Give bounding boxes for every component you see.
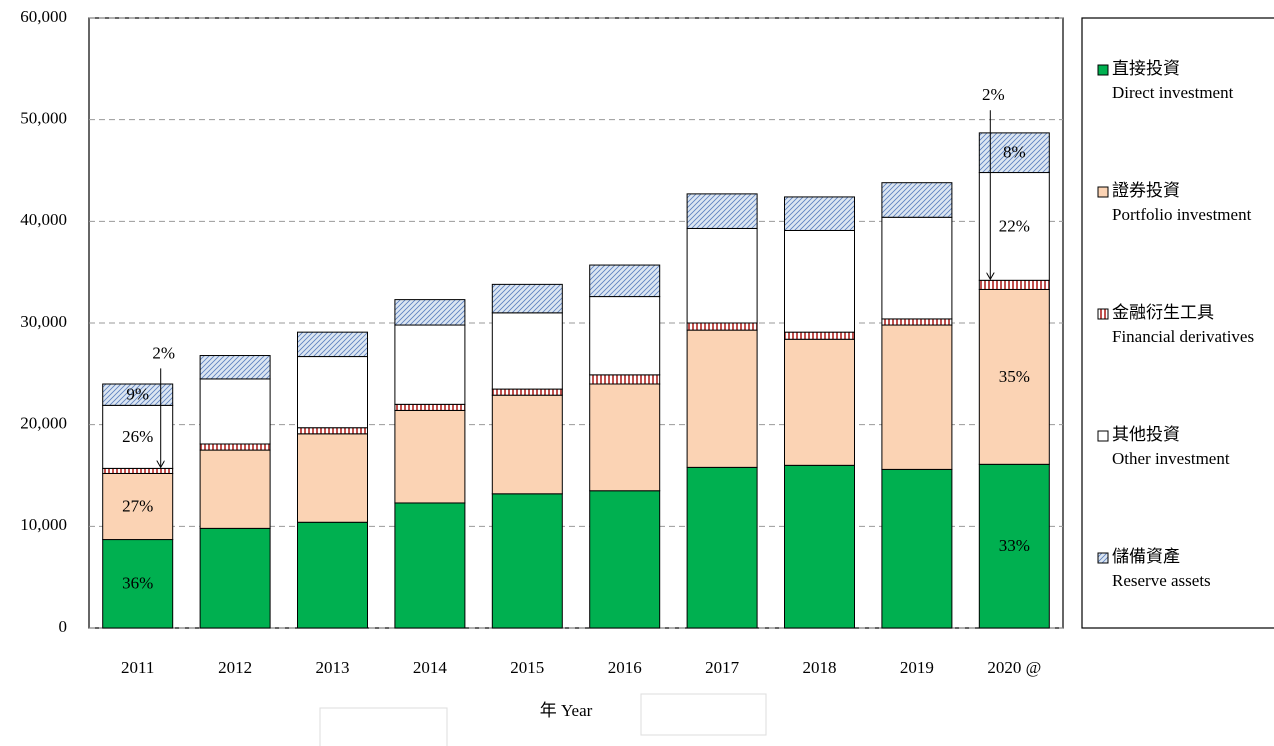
y-tick-label: 40,000 <box>20 210 67 229</box>
bar-segment <box>394 409 466 504</box>
legend-label: 金融衍生工具 <box>1112 303 1214 322</box>
bar-segment <box>784 196 855 231</box>
bar-segment <box>589 383 661 492</box>
bar-segment <box>686 322 758 331</box>
x-tick-label: 2015 <box>510 658 544 677</box>
bar-segment <box>978 172 1050 281</box>
bar-segment <box>102 472 174 541</box>
annotation: 27% <box>122 496 153 515</box>
empty-box <box>319 707 448 746</box>
bar-segment <box>199 378 271 445</box>
y-tick-label: 60,000 <box>20 7 67 26</box>
bar-segment <box>102 383 174 406</box>
annotation: 2% <box>982 85 1005 104</box>
bar-segment <box>881 324 953 470</box>
bar-segment <box>297 331 368 358</box>
legend-sublabel: Reserve assets <box>1112 571 1211 590</box>
x-tick-label: 2018 <box>803 658 837 677</box>
x-tick-label: 2016 <box>608 658 642 677</box>
empty-box <box>640 693 767 736</box>
bar-segment <box>881 216 953 320</box>
x-tick-label: 2011 <box>121 658 154 677</box>
annotation: 22% <box>999 216 1030 235</box>
y-tick-label: 30,000 <box>20 312 67 331</box>
bar-segment <box>102 467 174 474</box>
legend-sublabel: Direct investment <box>1112 83 1234 102</box>
bar-segment <box>784 331 855 340</box>
legend-swatch <box>1097 552 1109 564</box>
bar-segment <box>491 388 563 396</box>
y-tick-label: 50,000 <box>20 109 67 128</box>
bar-segment <box>978 463 1050 629</box>
bar-segment <box>394 403 466 411</box>
legend-swatch <box>1097 186 1109 198</box>
legend-label: 直接投資 <box>1112 59 1180 78</box>
bar-segment <box>491 394 563 495</box>
bar-segment <box>784 229 855 333</box>
legend-sublabel: Financial derivatives <box>1112 327 1254 346</box>
legend-sublabel: Portfolio investment <box>1112 205 1252 224</box>
bar-segment <box>297 433 368 523</box>
annotation: 35% <box>999 367 1030 386</box>
x-axis-label: 年 Year <box>540 701 593 720</box>
bar-segment <box>491 493 563 629</box>
bar-segment <box>784 464 855 629</box>
x-tick-label: 2013 <box>316 658 350 677</box>
bar-segment <box>978 288 1050 465</box>
bar-segment <box>297 521 368 629</box>
bar-segment <box>297 427 368 435</box>
legend-label: 證券投資 <box>1112 181 1180 200</box>
x-tick-label: 2019 <box>900 658 934 677</box>
legend-swatch <box>1097 308 1109 320</box>
bar-segment <box>394 299 466 326</box>
annotation: 2% <box>152 343 175 362</box>
bar-segment <box>784 338 855 466</box>
bar-segment <box>686 193 758 229</box>
bar-segment <box>102 539 174 629</box>
bar-segment <box>199 527 271 629</box>
x-tick-label: 2012 <box>218 658 252 677</box>
bar-segment <box>491 312 563 390</box>
bar-segment <box>297 356 368 429</box>
bar-segment <box>199 449 271 529</box>
bar-segment <box>589 264 661 298</box>
bar-segment <box>589 296 661 376</box>
legend-swatch <box>1097 64 1109 76</box>
y-tick-label: 10,000 <box>20 515 67 534</box>
legend-label: 儲備資產 <box>1112 547 1180 566</box>
bar-segment <box>491 283 563 314</box>
y-tick-label: 20,000 <box>20 414 67 433</box>
y-tick-label: 0 <box>59 617 68 636</box>
legend-swatch <box>1097 430 1109 442</box>
bar-segment <box>589 374 661 385</box>
bar-segment <box>199 443 271 451</box>
legend-frame <box>1081 17 1274 629</box>
legend-sublabel: Other investment <box>1112 449 1230 468</box>
bar-segment <box>881 468 953 629</box>
bar-segment <box>686 329 758 468</box>
x-tick-label: 2020 @ <box>987 658 1041 677</box>
bar-segment <box>978 279 1050 290</box>
legend-label: 其他投資 <box>1112 425 1180 444</box>
annotation: 33% <box>999 536 1030 555</box>
bar-segment <box>589 490 661 629</box>
bar-segment <box>199 355 271 380</box>
annotation: 26% <box>122 427 153 446</box>
bar-segment <box>394 502 466 629</box>
annotation: 36% <box>122 574 153 593</box>
bar-segment <box>881 318 953 326</box>
annotation: 8% <box>1003 143 1026 162</box>
bar-segment <box>686 466 758 629</box>
bar-segment <box>881 182 953 218</box>
bar-segment <box>394 324 466 405</box>
x-tick-label: 2014 <box>413 658 448 677</box>
x-tick-label: 2017 <box>705 658 740 677</box>
bar-segment <box>978 132 1050 174</box>
annotation: 9% <box>126 385 149 404</box>
bar-segment <box>686 227 758 324</box>
